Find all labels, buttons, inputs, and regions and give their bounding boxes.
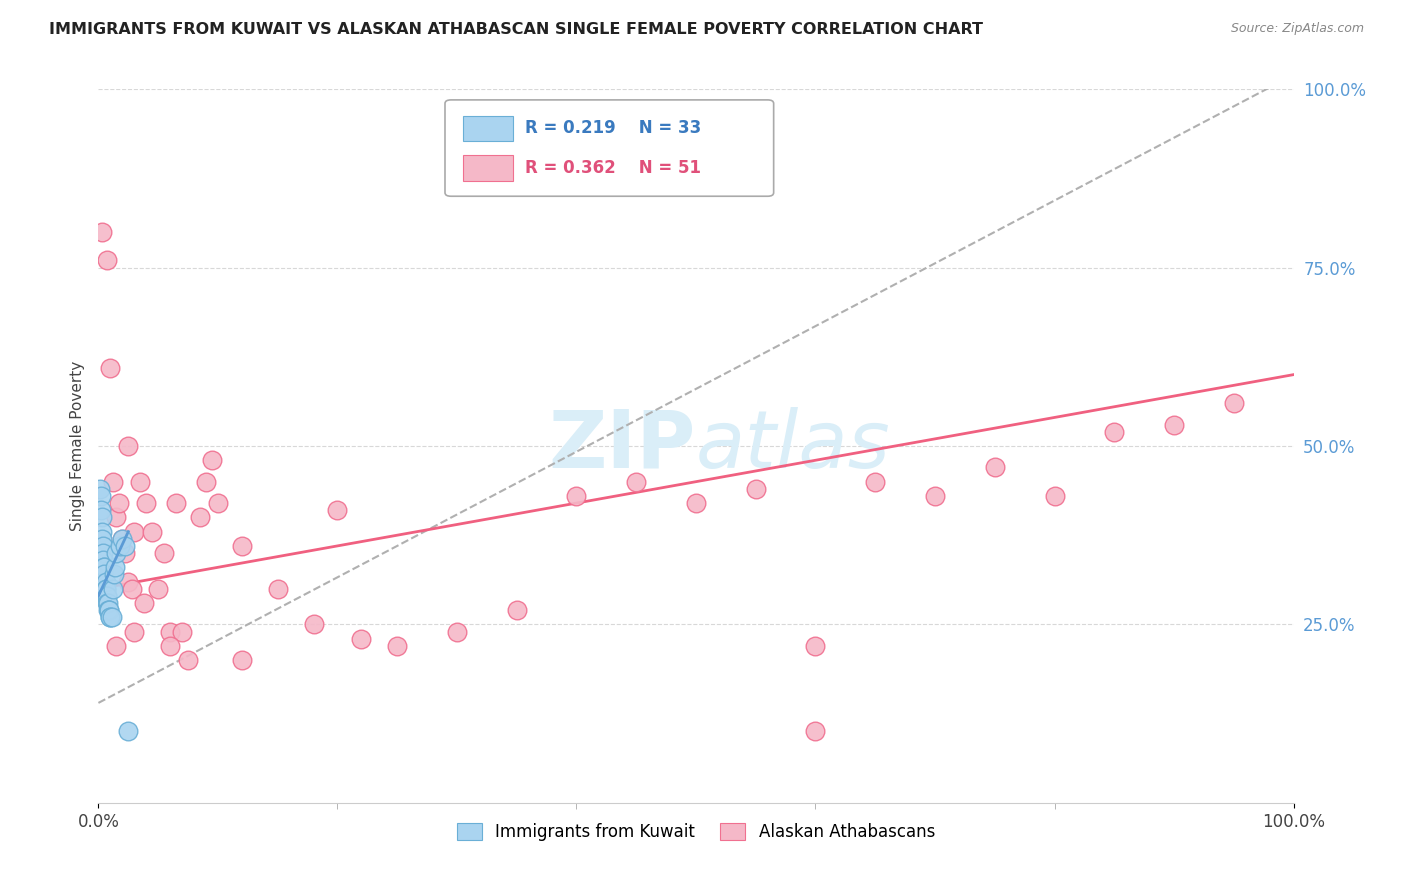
Text: IMMIGRANTS FROM KUWAIT VS ALASKAN ATHABASCAN SINGLE FEMALE POVERTY CORRELATION C: IMMIGRANTS FROM KUWAIT VS ALASKAN ATHABA… xyxy=(49,22,983,37)
Point xyxy=(231,539,253,553)
Point xyxy=(565,489,588,503)
Point xyxy=(1163,417,1185,432)
Point xyxy=(231,653,253,667)
Point xyxy=(1043,489,1066,503)
Point xyxy=(129,475,152,489)
Point xyxy=(91,510,114,524)
Point xyxy=(326,503,349,517)
Text: atlas: atlas xyxy=(696,407,891,485)
Point xyxy=(91,524,114,539)
Point xyxy=(117,724,139,739)
Point xyxy=(91,546,114,560)
Point xyxy=(984,460,1007,475)
Point xyxy=(98,610,122,624)
Text: Source: ZipAtlas.com: Source: ZipAtlas.com xyxy=(1230,22,1364,36)
Point xyxy=(91,553,114,567)
Point xyxy=(98,610,122,624)
Point xyxy=(96,596,118,610)
Text: ZIP: ZIP xyxy=(548,407,696,485)
Point xyxy=(135,496,157,510)
Point xyxy=(107,496,129,510)
Point xyxy=(506,603,529,617)
Point xyxy=(100,610,122,624)
Point xyxy=(105,639,128,653)
Point xyxy=(153,546,176,560)
Point xyxy=(177,653,200,667)
Point xyxy=(101,475,124,489)
Point xyxy=(195,475,218,489)
Point xyxy=(98,603,121,617)
Text: R = 0.219    N = 33: R = 0.219 N = 33 xyxy=(524,120,702,137)
Point xyxy=(121,582,143,596)
Point xyxy=(90,489,112,503)
Point xyxy=(98,360,122,375)
Point xyxy=(91,539,114,553)
FancyBboxPatch shape xyxy=(463,116,513,141)
FancyBboxPatch shape xyxy=(463,155,513,180)
Point xyxy=(188,510,211,524)
Legend: Immigrants from Kuwait, Alaskan Athabascans: Immigrants from Kuwait, Alaskan Athabasc… xyxy=(450,816,942,848)
Point xyxy=(804,724,827,739)
Point xyxy=(98,603,121,617)
Point xyxy=(114,546,136,560)
Point xyxy=(446,624,468,639)
Point xyxy=(97,596,120,610)
Point xyxy=(96,253,118,268)
Point xyxy=(96,589,118,603)
Point xyxy=(148,582,170,596)
Point xyxy=(1223,396,1246,410)
Point xyxy=(105,510,128,524)
Point xyxy=(159,624,181,639)
Point xyxy=(124,624,146,639)
FancyBboxPatch shape xyxy=(446,100,773,196)
Point xyxy=(93,560,115,574)
Point xyxy=(267,582,290,596)
Point xyxy=(111,532,134,546)
Point xyxy=(91,225,114,239)
Point xyxy=(350,632,373,646)
Point xyxy=(93,560,115,574)
Point xyxy=(207,496,229,510)
Point xyxy=(924,489,946,503)
Point xyxy=(685,496,707,510)
Point xyxy=(114,539,136,553)
Point xyxy=(94,582,117,596)
Point xyxy=(111,532,134,546)
Point xyxy=(865,475,887,489)
Point xyxy=(93,567,115,582)
Point xyxy=(124,524,146,539)
Point xyxy=(804,639,827,653)
Point xyxy=(1104,425,1126,439)
Point xyxy=(105,546,128,560)
Point xyxy=(104,560,127,574)
Point xyxy=(141,524,163,539)
Point xyxy=(745,482,768,496)
Point xyxy=(159,639,181,653)
Point xyxy=(201,453,224,467)
Point xyxy=(97,603,120,617)
Point xyxy=(108,539,131,553)
Point xyxy=(117,439,139,453)
Point xyxy=(91,532,114,546)
Text: R = 0.362    N = 51: R = 0.362 N = 51 xyxy=(524,159,702,177)
Point xyxy=(94,582,117,596)
Point xyxy=(89,482,111,496)
Point xyxy=(302,617,325,632)
Point xyxy=(90,503,112,517)
Point xyxy=(101,582,124,596)
Point xyxy=(385,639,409,653)
Point xyxy=(132,596,155,610)
Point xyxy=(117,574,139,589)
Point xyxy=(94,574,117,589)
Point xyxy=(165,496,187,510)
Point xyxy=(96,589,118,603)
Y-axis label: Single Female Poverty: Single Female Poverty xyxy=(69,361,84,531)
Point xyxy=(626,475,648,489)
Point xyxy=(172,624,194,639)
Point xyxy=(103,567,125,582)
